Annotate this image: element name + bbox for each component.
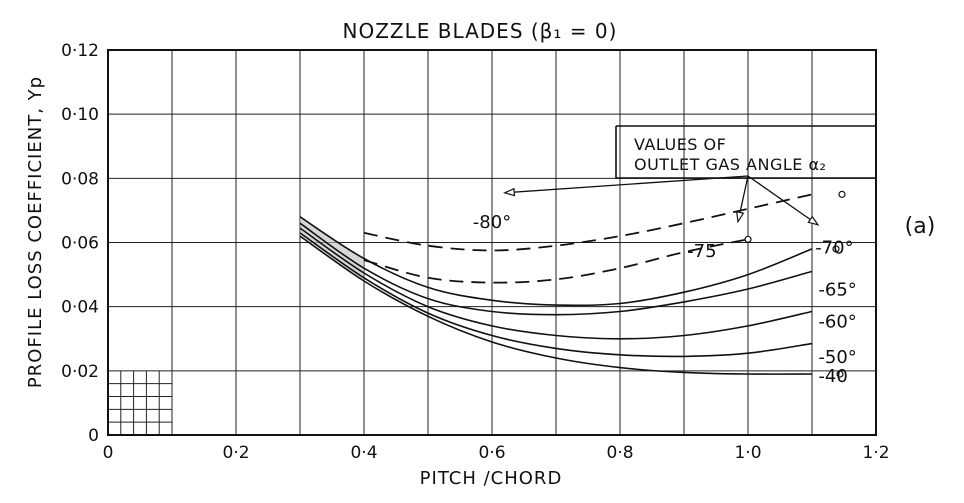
series-line (363, 193, 813, 252)
legend-title-line-2: OUTLET GAS ANGLE α₂ (634, 155, 826, 174)
legend-arrow-head (735, 210, 745, 224)
y-tick-label: 0·06 (61, 234, 99, 254)
x-tick-label: 0·6 (478, 443, 505, 463)
y-tick-label: 0·10 (61, 105, 99, 125)
series-line (299, 222, 813, 316)
shaded-band-area (300, 216, 364, 281)
series-line (299, 235, 813, 375)
curve-label: -75 (687, 241, 716, 262)
legend-arrow-line (504, 175, 749, 194)
curve-label: -70° (815, 238, 853, 259)
y-tick-label: 0·12 (61, 41, 99, 61)
legend: VALUES OF OUTLET GAS ANGLE α₂ (615, 125, 876, 179)
x-tick-label: 1·0 (734, 443, 761, 463)
y-tick-label: 0 (88, 426, 99, 446)
legend-arrow-head (503, 187, 516, 197)
curve-label: -40 (818, 366, 847, 387)
axes (107, 49, 877, 436)
series-line (299, 216, 813, 307)
curve-marker (838, 190, 846, 198)
curve-markers (744, 190, 846, 378)
curve-label: -60° (818, 312, 856, 333)
x-tick-label: 0·8 (606, 443, 633, 463)
plot-frame (107, 49, 877, 436)
shaded-band (300, 216, 364, 281)
legend-arrow-line (747, 175, 819, 226)
y-tick-label: 0·08 (61, 169, 99, 189)
x-tick-labels: 0 0·2 0·4 0·6 0·8 1·0 1·2 (103, 443, 890, 463)
series-line (363, 238, 749, 284)
curve-label: -80° (473, 212, 511, 233)
y-tick-label: 0·04 (61, 298, 99, 318)
y-axis-label: PROFILE LOSS COEFFICIENT, Yp (25, 76, 46, 388)
legend-arrow-head (807, 215, 820, 226)
fine-grid-inset (108, 370, 172, 435)
legend-title-line-1: VALUES OF (634, 135, 726, 154)
x-tick-label: 0·4 (350, 443, 377, 463)
series-line (299, 232, 813, 358)
curve-labels: -80° -75 -70° -65° -60° -50°-40 (473, 212, 857, 387)
series-line (299, 227, 813, 340)
grid-lines (108, 50, 876, 435)
y-tick-labels: 0 0·02 0·04 0·06 0·08 0·10 0·12 (61, 41, 99, 446)
y-tick-label: 0·02 (61, 362, 99, 382)
curve-label: -50° (818, 347, 856, 368)
chart-title: NOZZLE BLADES (β₁ = 0) (343, 19, 618, 43)
x-axis-label: PITCH /CHORD (420, 468, 563, 489)
series-lines (299, 193, 813, 375)
curve-label: -65° (818, 279, 856, 300)
x-tick-label: 1·2 (862, 443, 889, 463)
curve-marker (744, 235, 752, 243)
legend-arrows (503, 175, 820, 226)
curve-marker (832, 245, 840, 253)
x-tick-label: 0 (103, 443, 114, 463)
curve-marker (836, 370, 844, 378)
x-tick-label: 0·2 (222, 443, 249, 463)
panel-label: (a) (905, 214, 936, 239)
